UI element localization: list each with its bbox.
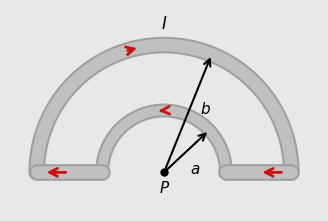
Text: I: I bbox=[162, 15, 166, 33]
Text: b: b bbox=[200, 102, 210, 117]
Text: a: a bbox=[190, 162, 199, 177]
Text: P: P bbox=[159, 181, 169, 196]
